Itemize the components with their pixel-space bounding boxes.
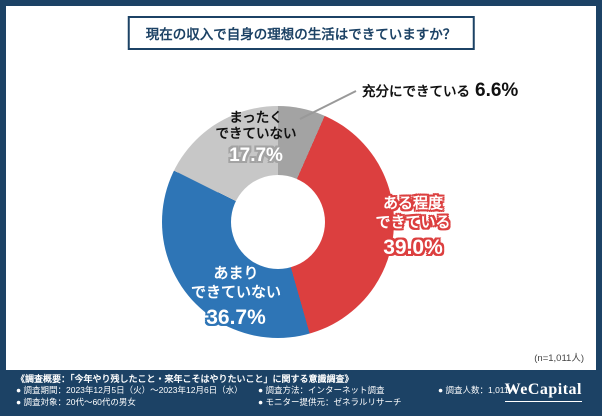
segment-label-not-really-line1: あまり (213, 265, 259, 282)
segment-label-not-really-line2: できていない (190, 284, 281, 301)
survey-question-title: 現在の収入で自身の理想の生活はできていますか？ (145, 27, 457, 42)
footer-bar: 《調査概要：「今年やり残したこと・来年こそはやりたいこと」に関する意識調査》 ●… (6, 370, 596, 410)
segment-label-somewhat: ある程度 できている 39.0% (354, 194, 472, 260)
wecapital-logo: WeCapital (504, 381, 582, 402)
survey-details-row2: ● 調査対象：20代～60代の男女 ● モニター提供元：ゼネラルリサーチ (16, 397, 586, 409)
survey-target: ● 調査対象：20代～60代の男女 (16, 396, 136, 407)
survey-count: ● 調査人数：1,011人 (438, 385, 518, 395)
sample-size-note: (n=1,011人) (534, 353, 584, 364)
segment-label-not-at-all-line2: できていない (215, 126, 297, 141)
segment-label-sufficient-text: 充分にできている (362, 84, 470, 99)
segment-label-not-really: あまり できていない 36.7% (171, 264, 301, 330)
survey-overview: 《調査概要：「今年やり残したこと・来年こそはやりたいこと」に関する意識調査》 (16, 374, 354, 384)
donut-chart (162, 106, 394, 338)
survey-monitor: ● モニター提供元：ゼネラルリサーチ (258, 396, 402, 407)
survey-period: ● 調査期間：2023年12月5日（火）～2023年12月6日（水） (16, 385, 243, 395)
segment-label-somewhat-line2: できている (375, 214, 451, 231)
survey-question-title-box: 現在の収入で自身の理想の生活はできていますか？ (127, 16, 475, 50)
segment-label-not-really-pct: 36.7% (206, 306, 266, 329)
segment-label-sufficient: 充分にできている 6.6% (362, 80, 518, 102)
segment-label-not-at-all: まったく できていない 17.7% (191, 110, 321, 167)
segment-label-not-at-all-pct: 17.7% (229, 145, 283, 166)
segment-label-not-at-all-line1: まったく (229, 110, 283, 125)
segment-label-somewhat-pct: 39.0% (383, 236, 443, 259)
survey-method: ● 調査方法：インターネット調査 (258, 385, 385, 395)
segment-label-somewhat-line1: ある程度 (382, 195, 443, 212)
survey-details-row1: ● 調査期間：2023年12月5日（火）～2023年12月6日（水） ● 調査方… (16, 385, 586, 397)
segment-label-sufficient-pct: 6.6% (475, 80, 519, 101)
chart-panel: 現在の収入で自身の理想の生活はできていますか？ 充分にできている 6.6% まっ… (6, 6, 596, 370)
